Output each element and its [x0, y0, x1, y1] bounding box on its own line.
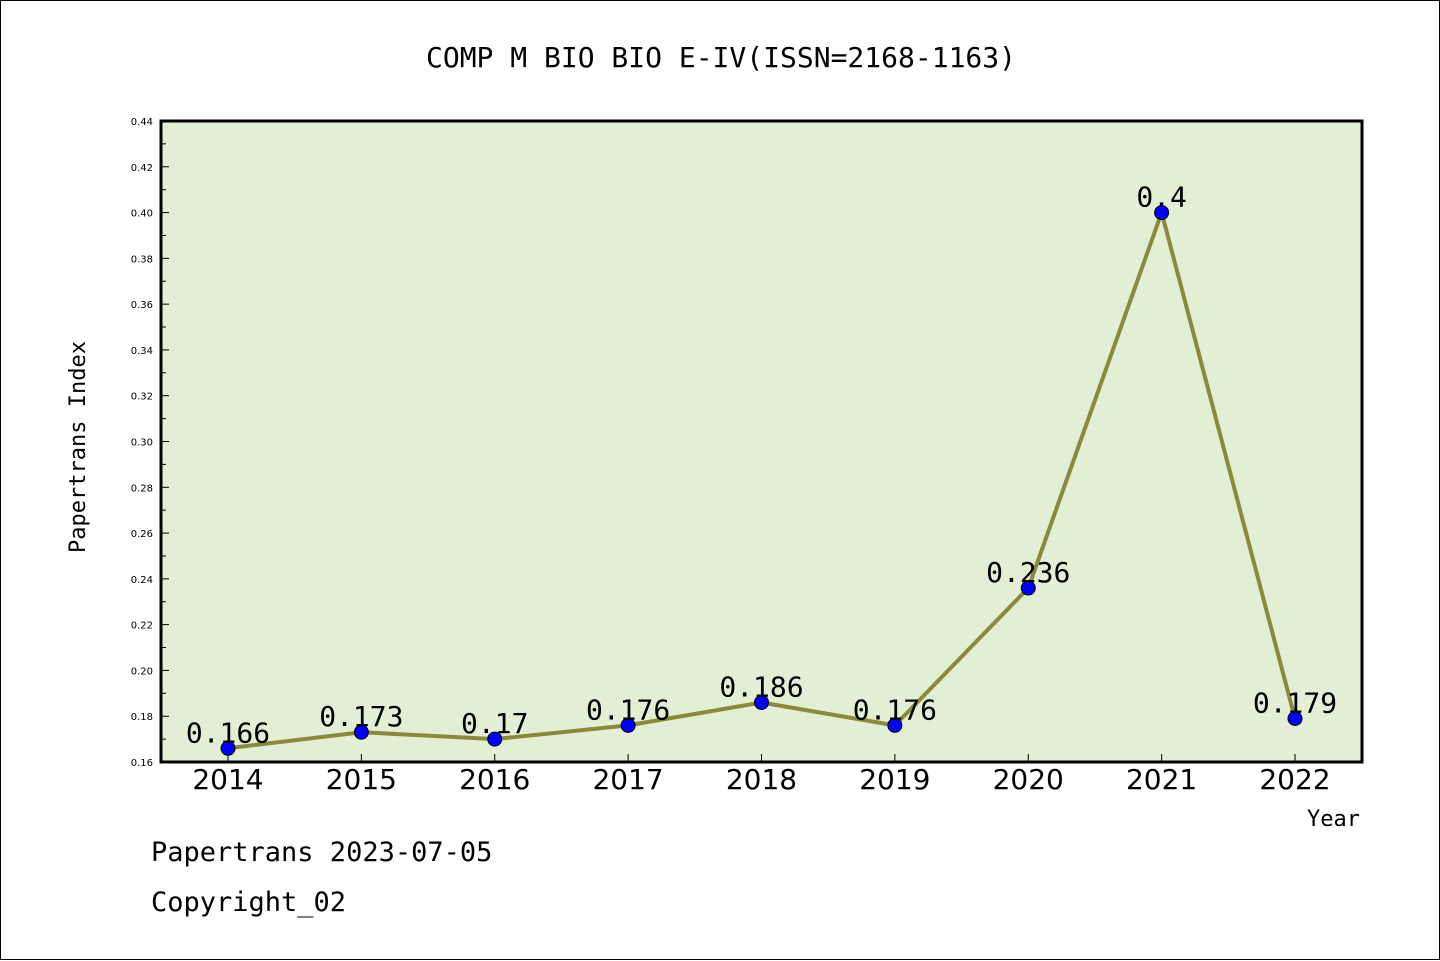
x-tick-label: 2016: [459, 763, 530, 796]
data-labels: 0.166 0.173 0.17 0.176 0.186 0.176 0.236 0.4 0.1…: [186, 181, 1337, 750]
y-tick-label: 0.34: [131, 346, 153, 357]
y-tick-label: 0.24: [131, 575, 153, 586]
plot-area: [161, 121, 1362, 762]
y-tick-label: 0.18: [131, 712, 153, 723]
x-tick-label: 2022: [1259, 763, 1330, 796]
y-tick-label: 0.28: [131, 483, 153, 494]
data-point: [754, 694, 769, 710]
x-axis: 2014 2015 2016 2017 2018 2019 2020 2021 2022: [192, 754, 1331, 796]
y-axis-label: Papertrans Index: [66, 341, 91, 553]
data-label: 0.17: [461, 707, 528, 740]
data-label: 0.166: [186, 716, 270, 749]
y-tick-label: 0.20: [131, 666, 153, 677]
y-tick-label: 0.22: [131, 621, 153, 632]
data-label: 0.186: [719, 670, 803, 703]
y-tick-label: 0.26: [131, 529, 153, 540]
data-label: 0.179: [1253, 687, 1337, 720]
y-tick-label: 0.42: [131, 163, 153, 174]
y-tick-label: 0.30: [131, 438, 153, 449]
footer-copyright: Copyright_02: [151, 887, 347, 918]
data-point: [1020, 580, 1036, 596]
x-axis-label: Year: [1307, 807, 1360, 832]
data-label: 0.236: [986, 556, 1070, 589]
y-tick-label: 0.16: [131, 758, 153, 769]
y-tick-label: 0.32: [131, 392, 153, 403]
y-tick-label: 0.44: [131, 117, 153, 128]
plot-border: [159, 119, 1364, 764]
x-tick-label: 2014: [192, 763, 263, 796]
footer-date: Papertrans 2023-07-05: [151, 837, 493, 868]
data-label: 0.176: [586, 693, 670, 726]
x-tick-label: 2017: [592, 763, 663, 796]
chart-title: COMP M BIO BIO E-IV(ISSN=2168-1163): [426, 41, 1016, 74]
x-tick-label: 2018: [726, 763, 797, 796]
data-point: [1287, 711, 1303, 727]
data-point: [487, 731, 503, 747]
data-point: [220, 740, 236, 756]
data-point: [353, 724, 369, 740]
data-point: [620, 717, 636, 733]
series-markers: [220, 205, 1303, 756]
x-tick-label: 2020: [993, 763, 1064, 796]
y-tick-label: 0.38: [131, 254, 153, 265]
x-tick-label: 2021: [1126, 763, 1197, 796]
x-tick-label: 2015: [326, 763, 397, 796]
y-tick-label: 0.40: [131, 209, 153, 220]
data-point: [887, 717, 903, 733]
y-tick-label: 0.36: [131, 300, 153, 311]
data-label: 0.176: [853, 693, 937, 726]
data-point: [1154, 205, 1170, 221]
x-tick-label: 2019: [859, 763, 930, 796]
data-label: 0.173: [319, 700, 403, 733]
data-label: 0.4: [1136, 181, 1187, 214]
y-axis: 0.16 0.18 0.20 0.22 0.24 0.26 0.28 0.30 0.32 0.34…: [131, 117, 169, 769]
